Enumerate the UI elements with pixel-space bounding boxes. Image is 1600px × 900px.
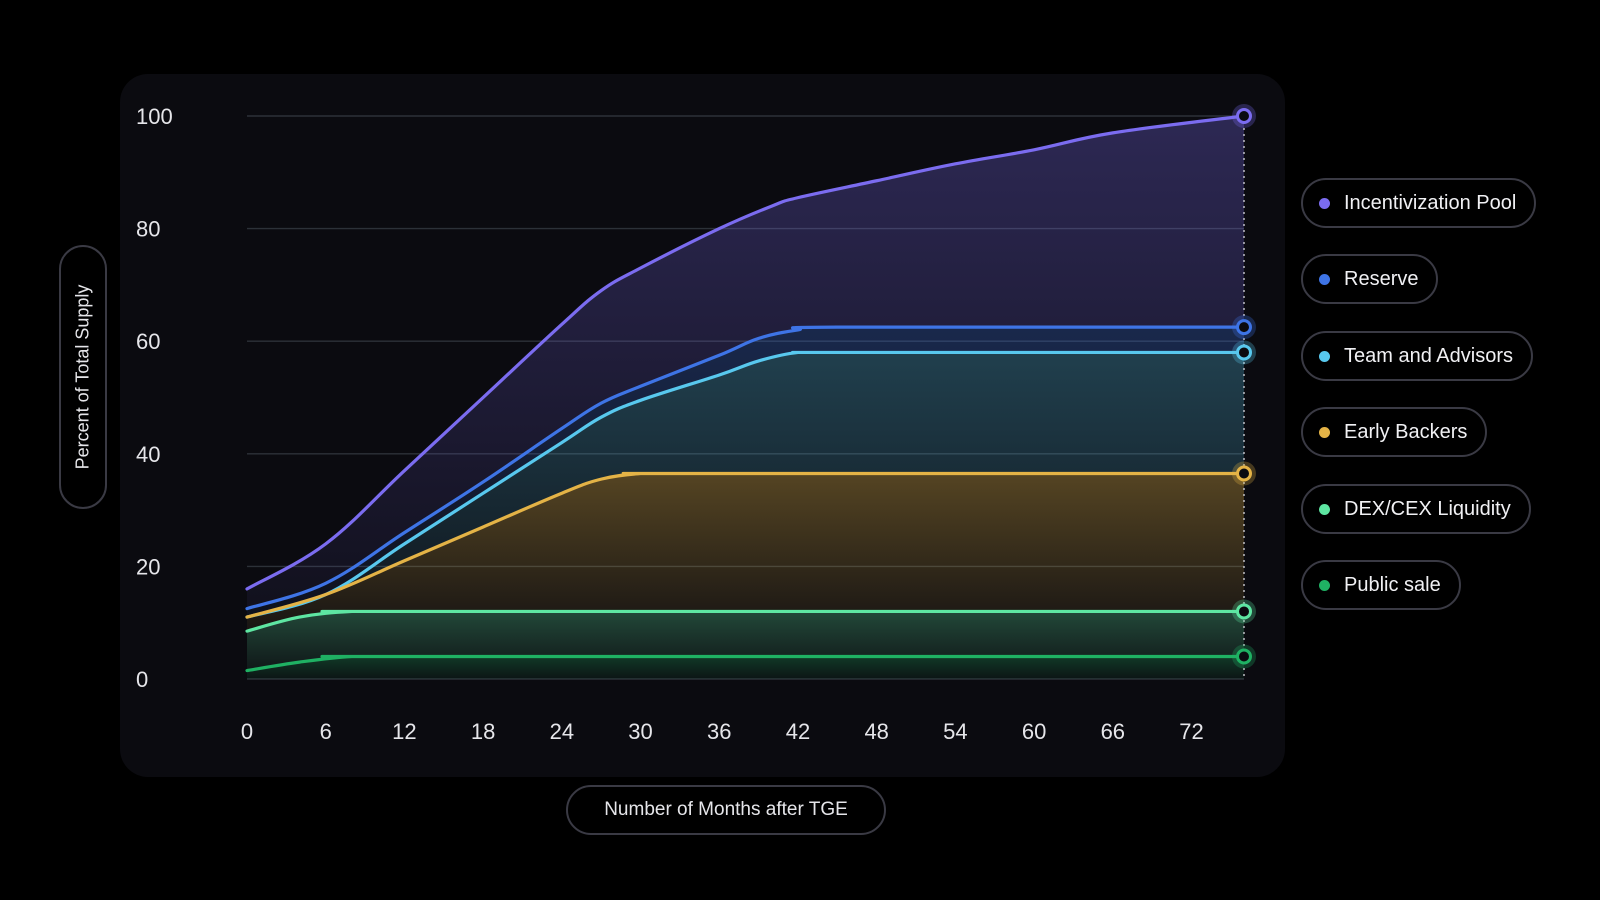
legend-dot: [1319, 426, 1330, 438]
legend-item-incentivization-pool[interactable]: Incentivization Pool: [1301, 178, 1537, 228]
chart-panel: 0 20 40 60 80 100 0 6 12 18 24 30 36 42 48 54 60 66 72: [120, 74, 1285, 777]
series-line: [245, 609, 1246, 633]
legend-dot: [1319, 579, 1330, 591]
series-line: [245, 350, 1246, 619]
x-tick-label: 6: [320, 719, 332, 744]
legend-label: Public sale: [1344, 573, 1441, 596]
legend-item-team-and-advisors[interactable]: Team and Advisors: [1301, 331, 1533, 381]
area-fill: [247, 116, 1244, 609]
line-area-chart: 0 20 40 60 80 100 0 6 12 18 24 30 36 42 48 54 60 66 72: [136, 104, 1256, 744]
y-tick-label: 100: [136, 104, 173, 129]
legend-label: Team and Advisors: [1344, 344, 1513, 367]
end-marker[interactable]: [1236, 648, 1252, 665]
end-markers: [1232, 104, 1256, 669]
y-tick-label: 60: [136, 329, 160, 354]
x-axis-label-text: Number of Months after TGE: [604, 799, 848, 820]
x-tick-label: 18: [471, 719, 495, 744]
x-tick-label: 0: [241, 719, 253, 744]
x-tick-label: 72: [1179, 719, 1203, 744]
series-line: [245, 325, 1246, 611]
legend-dot: [1319, 197, 1330, 209]
x-tick-label: 48: [864, 719, 888, 744]
area-fill: [247, 656, 1244, 679]
y-axis-label: Percent of Total Supply: [59, 245, 107, 509]
x-tick-labels: 0 6 12 18 24 30 36 42 48 54 60 66 72: [241, 719, 1204, 744]
y-tick-label: 20: [136, 554, 160, 579]
legend-dot: [1319, 273, 1330, 285]
end-marker[interactable]: [1236, 603, 1252, 620]
legend-label: Reserve: [1344, 267, 1419, 290]
y-tick-label: 80: [136, 217, 160, 242]
legend-dot: [1319, 503, 1330, 515]
y-tick-label: 40: [136, 442, 160, 467]
legend-label: DEX/CEX Liquidity: [1344, 497, 1511, 520]
series-line: [245, 654, 1246, 673]
x-tick-label: 42: [786, 719, 810, 744]
x-tick-label: 54: [943, 719, 967, 744]
legend-item-early-backers[interactable]: Early Backers: [1301, 407, 1488, 457]
area-fills: [247, 116, 1244, 679]
end-marker[interactable]: [1236, 465, 1252, 482]
area-fill: [247, 473, 1244, 632]
y-tick-label: 0: [136, 667, 148, 692]
end-marker[interactable]: [1236, 344, 1252, 361]
legend-dot: [1319, 350, 1330, 362]
x-tick-label: 24: [550, 719, 574, 744]
series-line: [245, 114, 1246, 591]
series-lines: [245, 114, 1246, 673]
x-tick-label: 30: [628, 719, 652, 744]
area-fill: [247, 352, 1244, 618]
y-axis-label-text: Percent of Total Supply: [72, 284, 93, 470]
legend-label: Early Backers: [1344, 420, 1468, 443]
y-tick-labels: 0 20 40 60 80 100: [136, 104, 173, 692]
legend-item-public-sale[interactable]: Public sale: [1301, 560, 1461, 610]
legend-label: Incentivization Pool: [1344, 191, 1517, 214]
x-tick-label: 12: [392, 719, 416, 744]
end-marker[interactable]: [1236, 319, 1252, 336]
x-axis-label: Number of Months after TGE: [566, 785, 886, 835]
legend-item-dex-cex-liquidity[interactable]: DEX/CEX Liquidity: [1301, 484, 1531, 534]
end-marker[interactable]: [1236, 108, 1252, 124]
x-tick-label: 66: [1101, 719, 1125, 744]
x-tick-label: 60: [1022, 719, 1046, 744]
x-tick-label: 36: [707, 719, 731, 744]
series-line: [245, 471, 1246, 619]
legend-item-reserve[interactable]: Reserve: [1301, 254, 1439, 304]
